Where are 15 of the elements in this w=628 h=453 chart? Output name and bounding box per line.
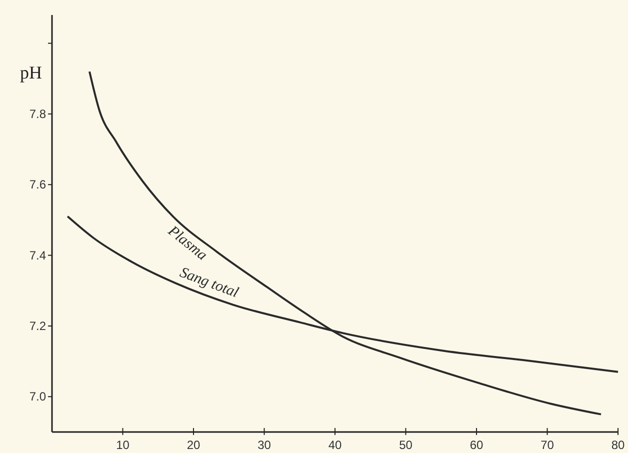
x-tick-label: 50	[399, 438, 413, 452]
x-tick-label: 30	[258, 438, 272, 452]
x-tick-label: 20	[186, 438, 200, 452]
y-tick-label: 7.6	[29, 178, 46, 192]
text: Sang total	[178, 264, 241, 302]
y-tick-label: 7.2	[29, 318, 46, 333]
y-tick-label: 7.4	[29, 248, 46, 262]
y-axis-title: pH	[20, 62, 42, 83]
x-tick-label: 70	[540, 438, 554, 452]
x-tick-label: 40	[328, 438, 342, 452]
x-tick-label: 10	[116, 438, 130, 452]
x-tick-label: 60	[470, 438, 484, 452]
y-tick-label: 7.0	[29, 390, 46, 404]
x-tick-label: 80	[611, 438, 625, 452]
y-tick-label: 7.8	[29, 106, 46, 121]
